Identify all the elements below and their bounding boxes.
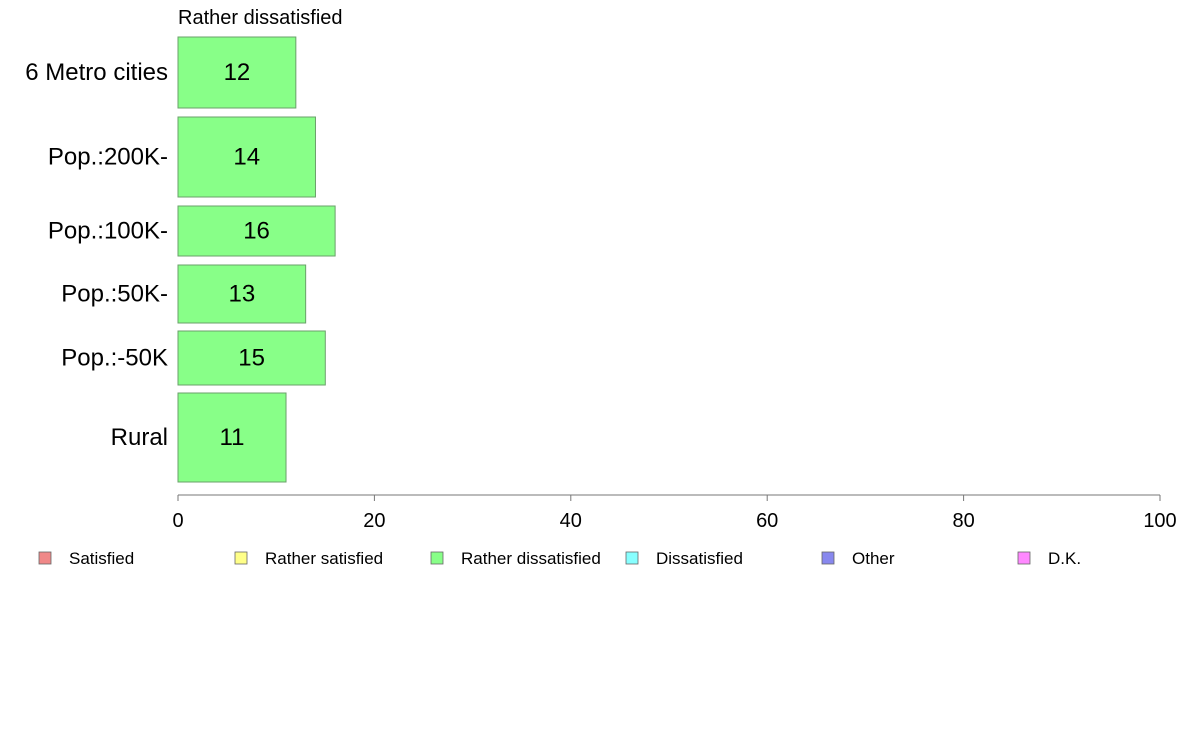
legend-swatch: [625, 551, 639, 565]
legend-label: Rather dissatisfied: [461, 549, 601, 568]
bar-value-label: 12: [224, 59, 251, 86]
x-tick-label: 60: [756, 510, 778, 532]
bar: [177, 330, 326, 386]
category-label: Pop.:-50K: [61, 345, 168, 372]
category-label: Pop.:100K-: [48, 218, 168, 245]
bar-value-label: 13: [228, 281, 255, 308]
legend-item: Other: [821, 549, 895, 568]
bar: [177, 205, 336, 257]
chart-title: Rather dissatisfied: [178, 7, 343, 29]
bar: [177, 392, 287, 483]
x-axis: 0 20 40 60 80 100: [172, 494, 1177, 532]
x-tick-label: 20: [363, 510, 385, 532]
legend-swatch: [38, 551, 52, 565]
bar-value-label: 14: [233, 144, 260, 171]
legend: Satisfied Rather satisfied Rather dissatis…: [38, 549, 1081, 568]
category-label: Rural: [111, 424, 168, 451]
bar-value-label: 15: [238, 345, 265, 372]
bar: [177, 264, 307, 324]
legend-swatch: [1017, 551, 1031, 565]
legend-label: Other: [852, 549, 895, 568]
x-tick-label: 0: [172, 510, 183, 532]
legend-item: Rather dissatisfied: [430, 549, 601, 568]
legend-label: Satisfied: [69, 549, 134, 568]
legend-item: Dissatisfied: [625, 549, 743, 568]
legend-item: Rather satisfied: [234, 549, 383, 568]
x-tick-label: 80: [952, 510, 974, 532]
bars-group: 6 Metro cities 12 Pop.:200K- 14 Pop.:100K- 16…: [25, 36, 336, 483]
bar-value-label: 16: [243, 218, 270, 245]
legend-item: D.K.: [1017, 549, 1081, 568]
category-label: 6 Metro cities: [25, 59, 168, 86]
bar-value-label: 11: [220, 424, 245, 451]
legend-label: Rather satisfied: [265, 549, 383, 568]
x-tick-label: 40: [560, 510, 582, 532]
x-tick-label: 100: [1143, 510, 1176, 532]
category-label: Pop.:50K-: [61, 281, 168, 308]
category-label: Pop.:200K-: [48, 144, 168, 171]
legend-item: Satisfied: [38, 549, 134, 568]
legend-label: Dissatisfied: [656, 549, 743, 568]
legend-swatch: [430, 551, 444, 565]
bar: [177, 116, 316, 198]
legend-swatch: [234, 551, 248, 565]
legend-label: D.K.: [1048, 549, 1081, 568]
bar: [177, 36, 297, 109]
legend-swatch: [821, 551, 835, 565]
